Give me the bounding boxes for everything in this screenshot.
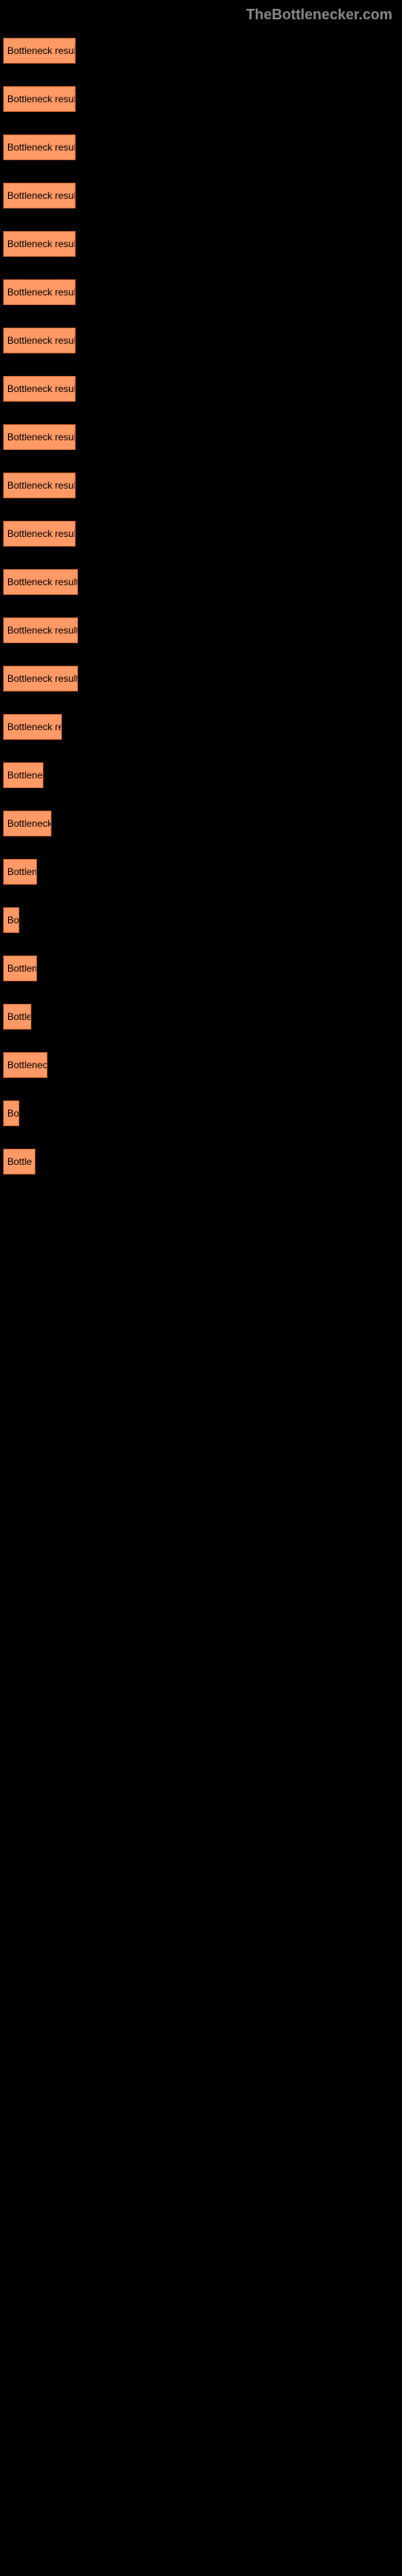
bottleneck-result-button[interactable]: Bottleneck result (3, 473, 76, 498)
bottleneck-result-button[interactable]: Bottleneck result (3, 569, 78, 595)
bottleneck-result-button[interactable]: Bottlen (3, 859, 37, 885)
bottleneck-result-button[interactable]: Bottleneck result (3, 134, 76, 160)
bottleneck-result-button[interactable]: Bottlene (3, 762, 43, 788)
bottleneck-result-button[interactable]: Bottleneck (3, 811, 51, 836)
bottleneck-result-button[interactable]: Bottleneck result (3, 183, 76, 208)
bottleneck-result-button[interactable]: Bottle (3, 1004, 31, 1030)
bottleneck-result-button[interactable]: Bottleneck result (3, 38, 76, 64)
bottleneck-result-button[interactable]: Bottle (3, 1149, 35, 1174)
bottleneck-result-button[interactable]: Bottleneck result (3, 279, 76, 305)
bottleneck-result-button[interactable]: Bottleneck re (3, 714, 62, 740)
bottleneck-result-button[interactable]: Bottleneck result (3, 666, 78, 691)
bottleneck-result-button[interactable]: Bottleneck result (3, 424, 76, 450)
bottleneck-result-button[interactable]: Bottleneck result (3, 328, 76, 353)
bottleneck-result-button[interactable]: Bo (3, 1100, 19, 1126)
bottleneck-result-button[interactable]: Bottleneck result (3, 376, 76, 402)
bottleneck-result-button[interactable]: Bottleneck result (3, 231, 76, 257)
bottleneck-result-button[interactable]: Bottlen (3, 956, 37, 981)
bottleneck-result-button[interactable]: Bottleneck result (3, 521, 76, 547)
buttons-container: Bottleneck result Bottleneck result Bottle… (0, 30, 402, 1205)
bottleneck-result-button[interactable]: Bottleneck result (3, 617, 78, 643)
site-header: TheBottlenecker.com (0, 0, 402, 30)
bottleneck-result-button[interactable]: Bottleneck result (3, 86, 76, 112)
bottleneck-result-button[interactable]: Bottlenec (3, 1052, 47, 1078)
site-title: TheBottlenecker.com (246, 6, 392, 23)
bottleneck-result-button[interactable]: Bo (3, 907, 19, 933)
